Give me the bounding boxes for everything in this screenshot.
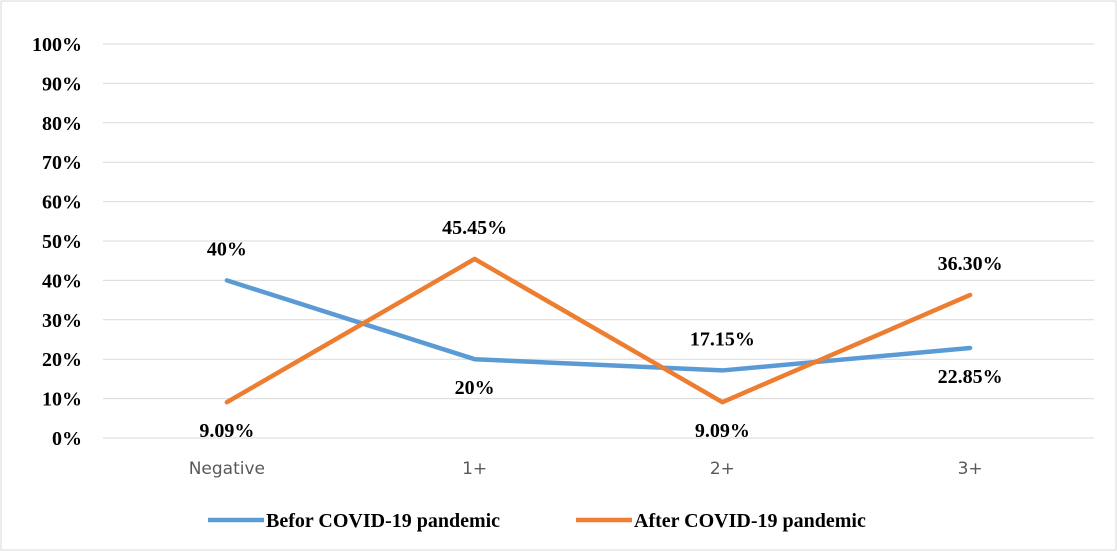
series-lines: [224, 256, 973, 405]
series-line-before: [224, 278, 973, 373]
x-axis-ticks: Negative 1+ 2+ 3+: [189, 459, 983, 479]
y-tick-label: 0%: [52, 428, 82, 450]
data-label: 9.09%: [199, 420, 254, 442]
legend-label: Befor COVID-19 pandemic: [266, 510, 500, 532]
data-label: 20%: [455, 377, 495, 399]
y-tick-label: 60%: [42, 192, 82, 214]
y-tick-label: 40%: [42, 270, 82, 292]
x-tick-label: 3+: [958, 459, 983, 479]
legend: Befor COVID-19 pandemic After COVID-19 pa…: [208, 510, 866, 532]
y-tick-label: 70%: [42, 152, 82, 174]
y-tick-label: 30%: [42, 310, 82, 332]
data-label: 36.30%: [938, 253, 1003, 275]
y-axis-ticks: 0% 10% 20% 30% 40% 50% 60% 70% 80% 90% 100%: [32, 34, 82, 450]
x-tick-label: 1+: [462, 459, 487, 479]
y-tick-label: 50%: [42, 231, 82, 253]
data-label: 9.09%: [695, 420, 750, 442]
x-tick-label: 2+: [710, 459, 735, 479]
data-labels: 40% 20% 17.15% 22.85% 9.09% 45.45% 9.09% 36.30%: [199, 217, 1002, 442]
y-tick-label: 10%: [42, 389, 82, 411]
gridlines: [103, 43, 1094, 439]
series-line-after: [224, 256, 973, 405]
x-tick-label: Negative: [189, 459, 265, 479]
data-label: 17.15%: [690, 328, 755, 350]
y-tick-label: 90%: [42, 73, 82, 95]
data-label: 40%: [207, 238, 247, 260]
y-tick-label: 80%: [42, 113, 82, 135]
legend-label: After COVID-19 pandemic: [634, 510, 866, 532]
data-label: 22.85%: [938, 366, 1003, 388]
data-label: 45.45%: [442, 217, 507, 239]
y-tick-label: 20%: [42, 349, 82, 371]
y-tick-label: 100%: [32, 34, 82, 56]
